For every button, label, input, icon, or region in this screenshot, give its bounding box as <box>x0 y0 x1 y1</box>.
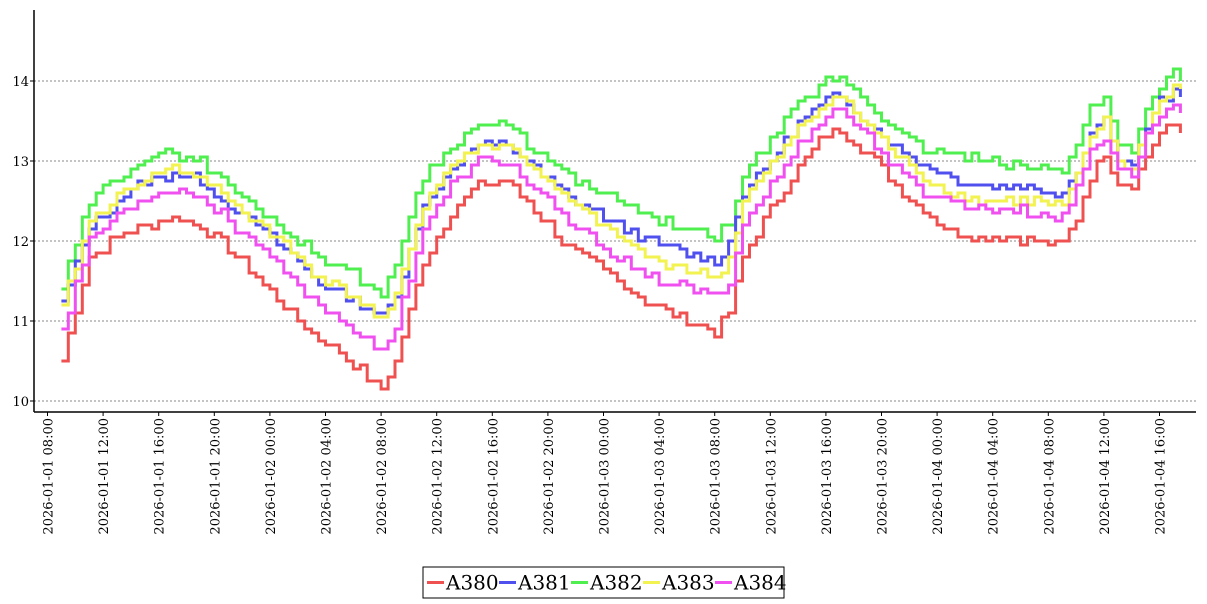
y-tick-label: 13 <box>12 155 29 170</box>
x-tick-label: 2026-01-02 12:00 <box>431 418 446 535</box>
y-tick-label: 12 <box>12 235 29 250</box>
y-tick-label: 11 <box>12 315 29 330</box>
series-layer <box>61 67 1182 391</box>
x-tick-label: 2026-01-01 12:00 <box>97 418 112 535</box>
x-tick-label: 2026-01-03 12:00 <box>764 418 779 535</box>
legend-label-a381: A381 <box>517 571 571 595</box>
y-tick-layer: 10 11 12 13 14 <box>12 75 34 410</box>
x-tick-label: 2026-01-01 16:00 <box>153 418 168 535</box>
legend-label-a382: A382 <box>589 571 643 595</box>
x-tick-label: 2026-01-02 08:00 <box>375 418 390 535</box>
x-tick-label: 2026-01-04 08:00 <box>1042 418 1057 535</box>
axes-layer <box>33 10 1196 413</box>
x-tick-label: 2026-01-02 00:00 <box>264 418 279 535</box>
x-tick-label: 2026-01-03 00:00 <box>598 418 613 535</box>
y-tick-label: 10 <box>12 395 29 410</box>
x-tick-label: 2026-01-01 20:00 <box>208 418 223 535</box>
x-tick-label: 2026-01-02 04:00 <box>320 418 335 535</box>
x-tick-label: 2026-01-02 20:00 <box>542 418 557 535</box>
x-tick-label: 2026-01-03 08:00 <box>709 418 724 535</box>
legend-label-a383: A383 <box>661 571 715 595</box>
y-tick-label: 14 <box>12 75 29 90</box>
x-tick-label: 2026-01-03 16:00 <box>820 418 835 535</box>
legend-label-a384: A384 <box>733 571 787 595</box>
x-tick-label: 2026-01-04 00:00 <box>931 418 946 535</box>
series-line-a383 <box>61 83 1182 319</box>
x-tick-label: 2026-01-02 16:00 <box>486 418 501 535</box>
series-line-a380 <box>61 123 1182 391</box>
x-tick-label: 2026-01-01 08:00 <box>42 418 57 535</box>
x-tick-label: 2026-01-03 04:00 <box>653 418 668 535</box>
x-tick-layer: 2026-01-01 08:00 2026-01-01 12:00 2026-01-… <box>42 412 1169 535</box>
x-tick-label: 2026-01-04 12:00 <box>1098 418 1113 535</box>
x-tick-label: 2026-01-04 04:00 <box>987 418 1002 535</box>
legend: A380 A381 A382 A383 A384 <box>422 566 787 599</box>
legend-label-a380: A380 <box>445 571 499 595</box>
series-line-a382 <box>61 67 1182 299</box>
series-line-a384 <box>61 103 1182 351</box>
x-tick-label: 2026-01-04 16:00 <box>1154 418 1169 535</box>
x-tick-label: 2026-01-03 20:00 <box>876 418 891 535</box>
